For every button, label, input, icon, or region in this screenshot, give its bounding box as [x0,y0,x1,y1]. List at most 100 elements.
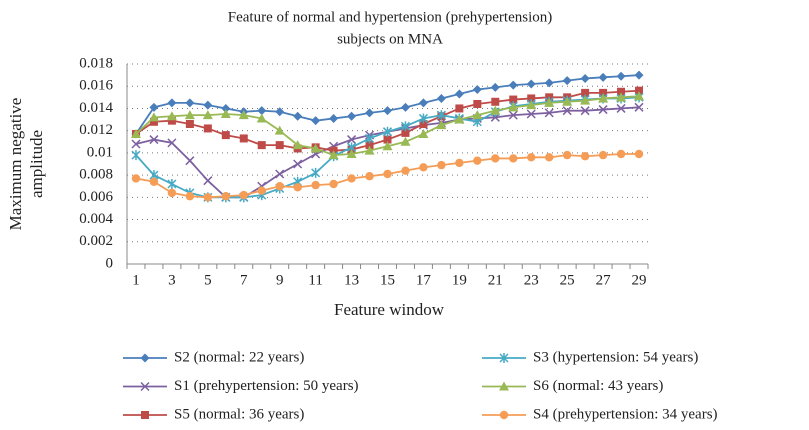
marker [400,121,410,132]
marker [203,193,213,202]
marker [598,93,609,103]
marker [275,107,285,117]
marker [185,156,195,166]
x-tick-label: 23 [524,272,539,288]
x-tick-label: 3 [168,272,176,288]
marker [616,149,626,159]
marker [131,139,141,149]
marker [544,108,554,118]
marker [256,113,267,123]
marker [473,100,482,108]
legend-label: S6 (normal: 43 years) [533,378,663,394]
legend-label: S4 (prehypertension: 34 years) [533,406,718,422]
marker [329,179,338,189]
marker [598,150,608,160]
marker [491,154,500,163]
marker [140,381,150,392]
marker [401,166,410,175]
marker [202,110,213,120]
marker [149,135,159,145]
y-tick-label: 0.008 [79,167,113,183]
marker [203,176,213,186]
chart-title: subjects on MNA [337,31,443,47]
x-tick-label: 7 [240,272,248,288]
marker [418,129,429,138]
marker [293,111,303,121]
marker [185,192,195,201]
marker [167,98,177,108]
y-tick-label: 0.018 [79,55,113,71]
marker [329,113,339,123]
marker [562,76,572,86]
marker [292,140,303,150]
marker [562,96,573,106]
marker [220,109,231,118]
x-tick-label: 1 [132,272,140,288]
x-tick-label: 13 [344,272,359,288]
marker [527,94,536,103]
marker [401,128,410,137]
marker [598,72,608,82]
marker [275,169,285,179]
marker [526,79,536,89]
marker [141,411,149,419]
marker [383,135,392,144]
marker [581,88,590,97]
marker [599,88,608,97]
y-tick-label: 0.01 [87,144,113,160]
marker [616,103,626,113]
marker [436,93,446,103]
marker [311,180,320,190]
marker [347,135,357,145]
x-tick-label: 9 [276,272,284,288]
marker [311,116,321,126]
marker [616,71,626,81]
marker [490,105,501,115]
marker [149,117,158,126]
marker [239,134,248,143]
marker [293,183,302,192]
x-tick-label: 17 [416,272,432,288]
marker [580,106,590,116]
x-axis-label: Feature window [334,300,445,319]
marker [365,108,375,118]
marker [616,92,627,102]
y-tick-label: 0.012 [79,122,113,138]
marker [544,78,554,88]
marker [419,120,428,128]
y-tick-label: 0.002 [79,233,113,249]
marker [167,188,177,198]
marker [365,133,375,144]
marker [544,97,555,107]
marker [311,167,321,178]
marker [544,153,554,162]
x-tick-label: 25 [560,272,575,288]
legend-label: S5 (normal: 36 years) [174,406,304,422]
marker [221,103,231,113]
marker [382,126,393,137]
marker [499,353,509,363]
marker [382,141,393,151]
series [131,149,644,202]
x-tick-label: 29 [632,272,647,288]
y-axis-label: amplitude [27,130,46,198]
marker [149,102,159,112]
marker [167,179,177,189]
marker [275,182,284,191]
marker [634,70,644,80]
series [131,70,644,139]
marker [499,410,509,420]
x-tick-label: 19 [452,272,467,288]
marker [148,112,159,122]
y-tick-label: 0.014 [79,100,113,116]
legend-label: S3 (hypertension: 54 years) [533,349,698,365]
marker [472,110,483,120]
marker [400,102,410,112]
marker [617,87,626,96]
marker [239,190,248,200]
y-tick-label: 0 [106,255,114,271]
marker [347,111,357,121]
marker [437,160,446,170]
marker [364,145,375,155]
